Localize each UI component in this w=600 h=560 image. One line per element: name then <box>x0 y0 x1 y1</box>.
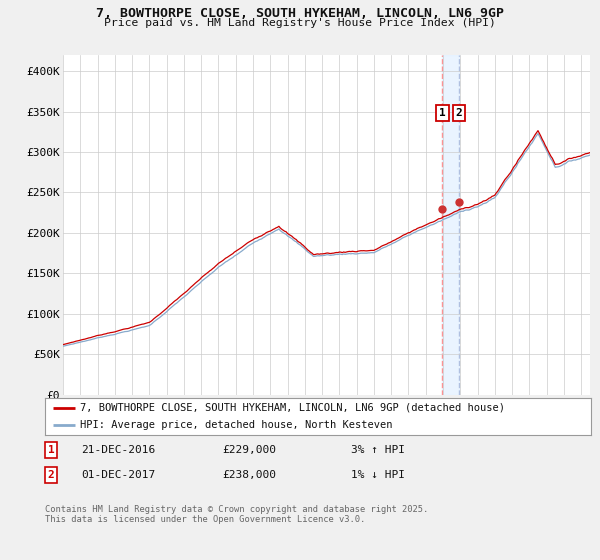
Text: 1: 1 <box>439 108 446 118</box>
Text: 1% ↓ HPI: 1% ↓ HPI <box>351 470 405 480</box>
Text: £238,000: £238,000 <box>222 470 276 480</box>
Text: 2: 2 <box>455 108 462 118</box>
Text: 3% ↑ HPI: 3% ↑ HPI <box>351 445 405 455</box>
Bar <box>442 55 459 395</box>
Text: 01-DEC-2017: 01-DEC-2017 <box>81 470 155 480</box>
Text: Price paid vs. HM Land Registry's House Price Index (HPI): Price paid vs. HM Land Registry's House … <box>104 18 496 28</box>
Text: 7, BOWTHORPE CLOSE, SOUTH HYKEHAM, LINCOLN, LN6 9GP: 7, BOWTHORPE CLOSE, SOUTH HYKEHAM, LINCO… <box>96 7 504 20</box>
Text: Contains HM Land Registry data © Crown copyright and database right 2025.
This d: Contains HM Land Registry data © Crown c… <box>45 505 428 524</box>
Text: 2: 2 <box>47 470 55 480</box>
Text: 1: 1 <box>47 445 55 455</box>
Text: £229,000: £229,000 <box>222 445 276 455</box>
Text: 7, BOWTHORPE CLOSE, SOUTH HYKEHAM, LINCOLN, LN6 9GP (detached house): 7, BOWTHORPE CLOSE, SOUTH HYKEHAM, LINCO… <box>80 403 505 413</box>
Text: 21-DEC-2016: 21-DEC-2016 <box>81 445 155 455</box>
Text: HPI: Average price, detached house, North Kesteven: HPI: Average price, detached house, Nort… <box>80 421 393 431</box>
